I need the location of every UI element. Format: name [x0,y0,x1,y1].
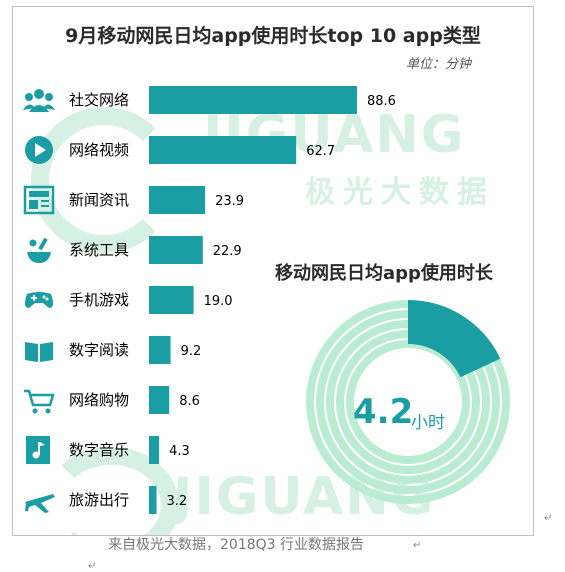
bar [149,286,194,314]
newspaper-icon [23,185,55,215]
category-label: 网络购物 [69,391,129,409]
donut-center-value: 4.2 [353,392,414,432]
return-mark: ↵ [413,540,422,551]
value-label: 88.6 [367,94,396,109]
unit-label: 单位：分钟 [405,57,471,72]
donut-chart [306,300,510,504]
chart-title: 9月移动网民日均app使用时长top 10 app类型 [65,25,481,47]
bar-chart: 社交网络 88.6 网络视频 62.7 新闻资讯 23.9 系统工具 22.9 手机游戏 19.0… [23,86,396,514]
return-mark: ↵ [88,561,97,572]
music-icon [26,436,50,464]
value-label: 9.2 [181,344,202,359]
book-icon [25,342,53,362]
bar [149,186,206,214]
bar [149,86,357,114]
return-mark: ↵ [544,513,553,524]
tools-icon [27,237,51,263]
category-label: 社交网络 [69,91,129,109]
bar [149,336,171,364]
category-label: 新闻资讯 [69,191,129,209]
value-label: 23.9 [215,194,244,209]
bar [149,486,157,514]
donut-title: 移动网民日均app使用时长 [275,263,493,284]
category-label: 系统工具 [69,241,129,259]
watermark-text-cn: 极光大数据 [305,175,495,210]
bar [149,386,170,414]
value-label: 19.0 [204,294,233,309]
category-label: 网络视频 [69,141,129,159]
source-note: 来自极光大数据，2018Q3 行业数据报告 [108,537,365,553]
value-label: 8.6 [179,394,200,409]
value-label: 62.7 [306,144,335,159]
category-label: 旅游出行 [69,491,129,509]
bar [149,236,203,264]
category-label: 数字音乐 [69,441,129,459]
value-label: 4.3 [169,444,190,459]
donut-highlight-slice [408,300,501,378]
bar [149,136,297,164]
donut-center-unit: 小时 [411,413,445,433]
figure-frame: JIGUANG 极光大数据 JIGUANG 9月移动网民日均app使用时长top… [12,6,534,536]
play-icon [25,136,53,164]
people-icon [23,89,55,112]
category-label: 数字阅读 [69,341,129,359]
cart-icon [24,389,55,414]
airplane-icon [25,494,55,513]
value-label: 3.2 [167,494,188,509]
bar [149,436,160,464]
category-label: 手机游戏 [69,291,129,309]
gamepad-icon [24,292,54,308]
value-label: 22.9 [213,244,242,259]
